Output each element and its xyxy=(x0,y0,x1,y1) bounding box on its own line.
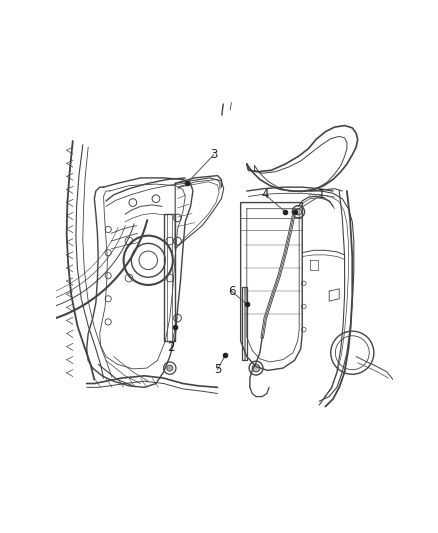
Text: 3: 3 xyxy=(210,148,217,161)
Text: 2: 2 xyxy=(168,341,175,354)
Text: 1: 1 xyxy=(318,188,325,201)
Circle shape xyxy=(167,365,173,371)
Text: 4: 4 xyxy=(261,188,269,201)
Circle shape xyxy=(252,364,260,372)
Text: 5: 5 xyxy=(214,363,221,376)
Text: 6: 6 xyxy=(228,285,235,297)
